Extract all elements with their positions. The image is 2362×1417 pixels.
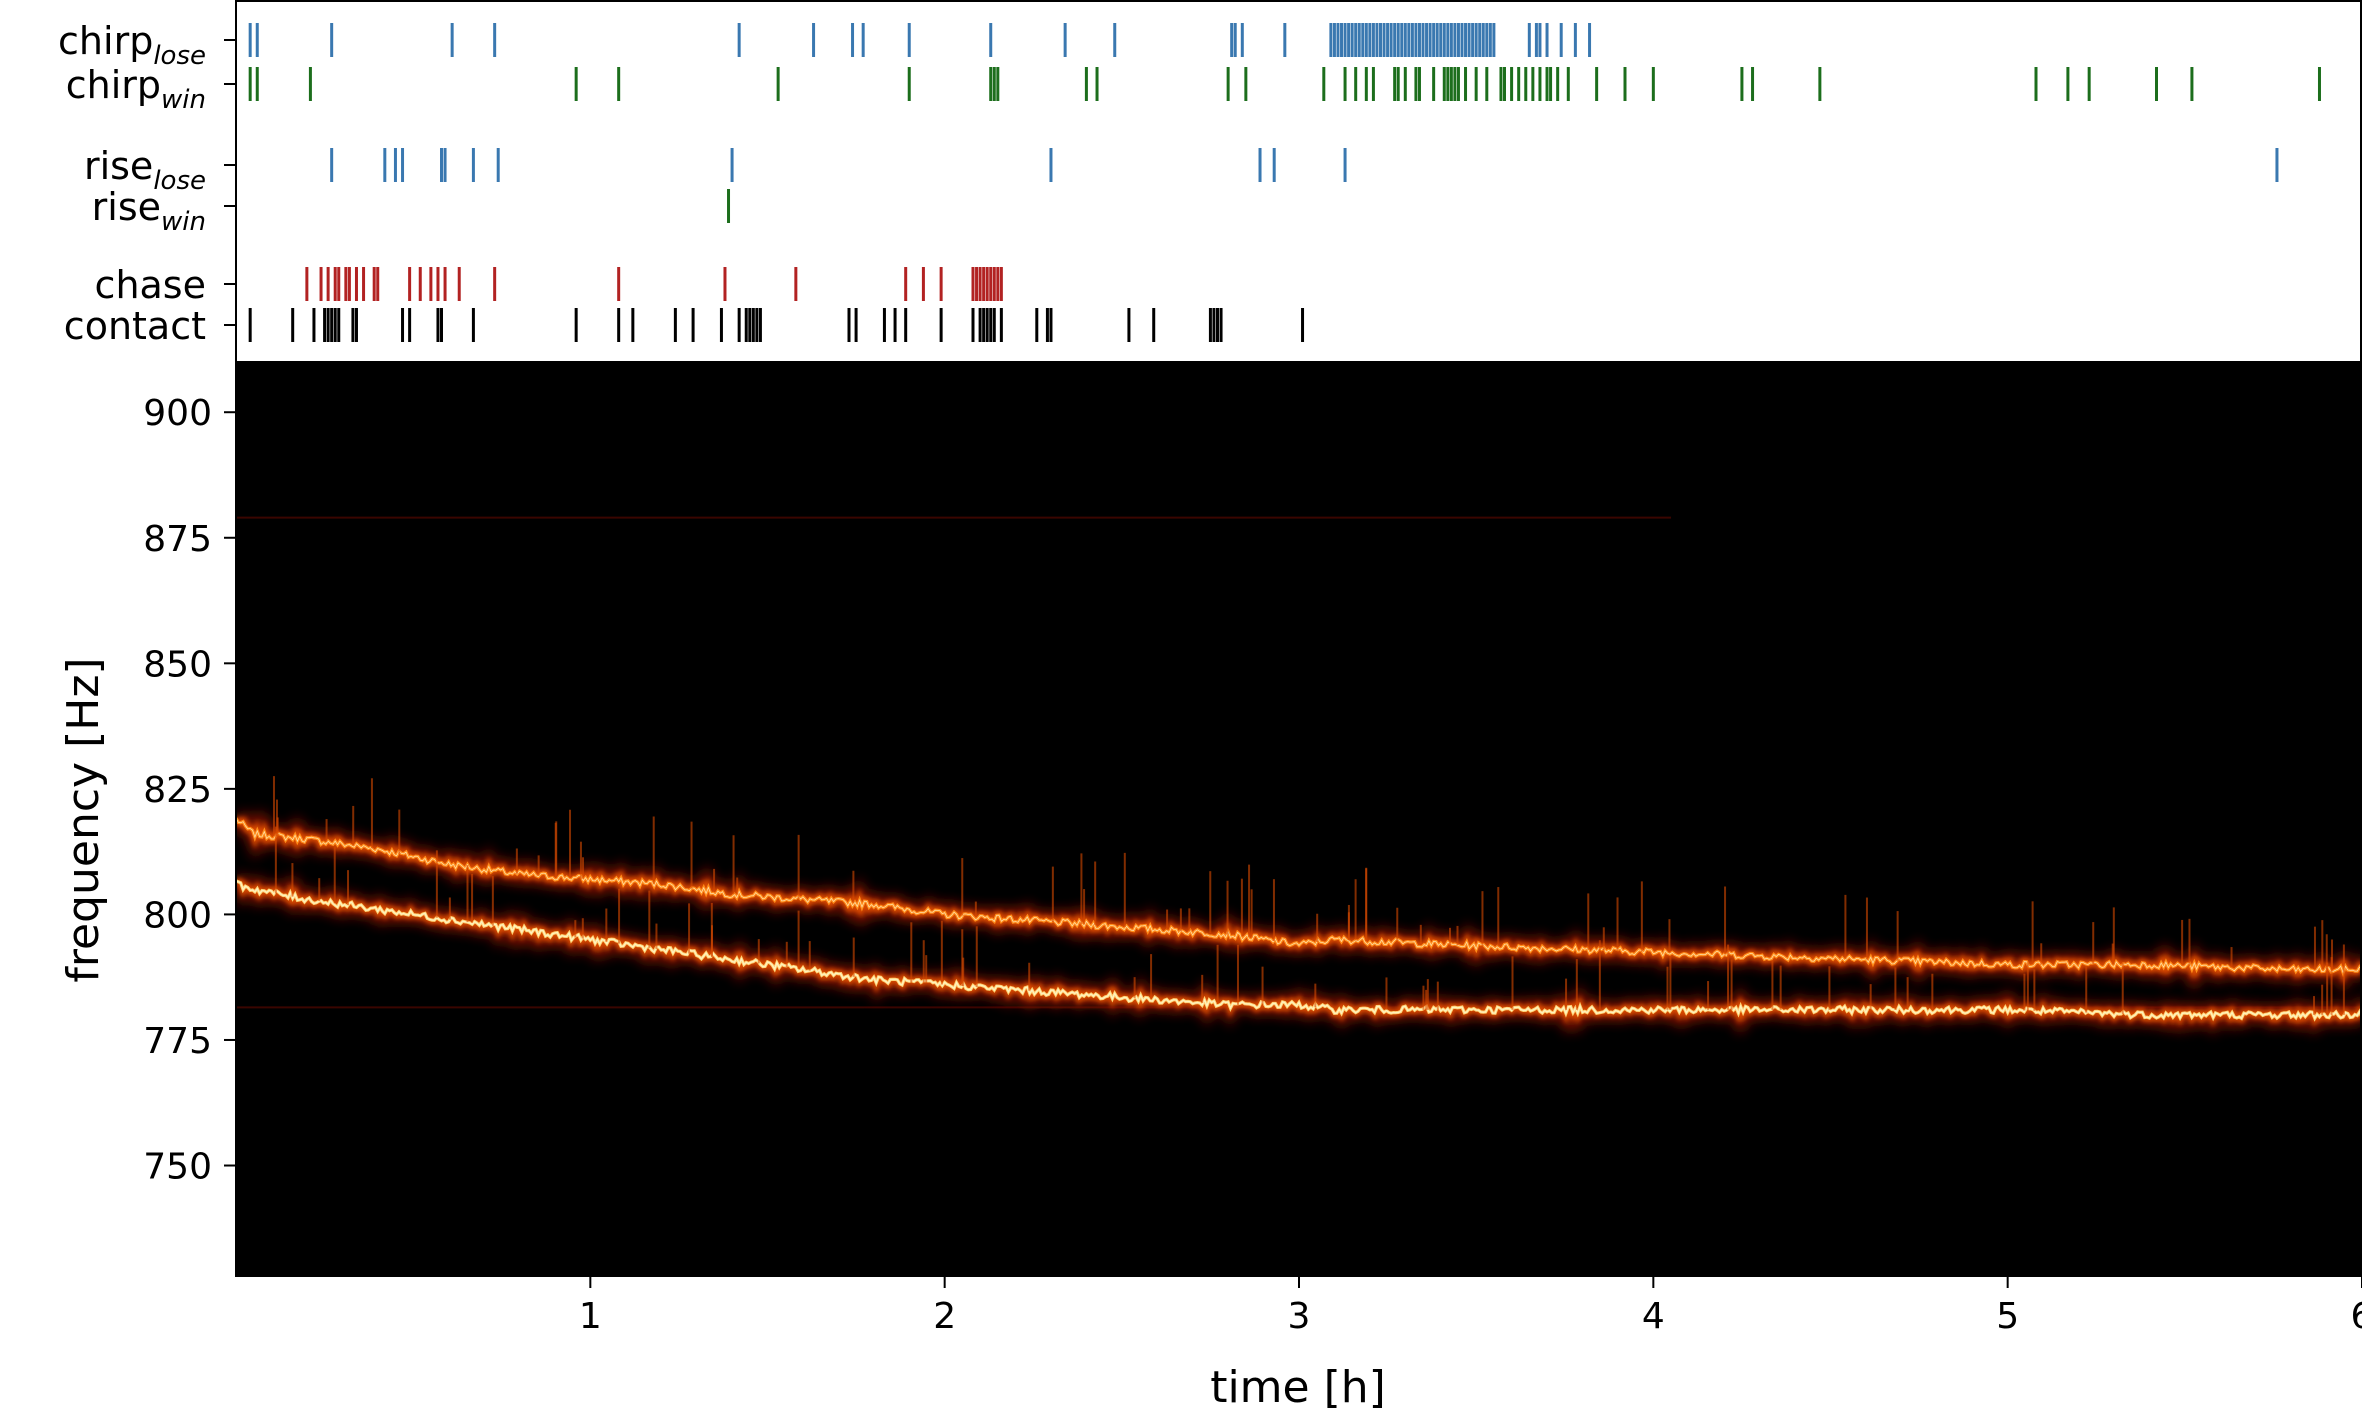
row-label-chase: chase — [95, 263, 206, 307]
spectrogram-traces — [236, 516, 2362, 1037]
y-tick-label: 900 — [143, 393, 212, 434]
row-label-chirp_lose: chirplose — [58, 19, 206, 71]
trace-highlight-1 — [236, 880, 2362, 1020]
x-tick-label: 6 — [2351, 1296, 2362, 1337]
y-axis-label: frequency [Hz] — [58, 657, 109, 982]
x-tick-label: 3 — [1288, 1296, 1311, 1337]
x-tick-label: 1 — [579, 1296, 602, 1337]
trace-highlight-0 — [236, 818, 2362, 974]
raster-frame — [235, 0, 2362, 363]
spectrogram-panel: 750 775 800 825 850 875 900 1 2 3 4 5 6 — [143, 361, 2362, 1337]
y-tick-label: 875 — [143, 519, 212, 560]
x-tick-label: 4 — [1642, 1296, 1665, 1337]
y-tick-label: 825 — [143, 770, 212, 811]
x-tick-label: 2 — [933, 1296, 956, 1337]
row-label-rise_win: risewin — [92, 185, 206, 237]
y-tick-label: 750 — [143, 1147, 212, 1188]
row-label-chirp_win: chirpwin — [66, 63, 206, 115]
y-tick-label: 850 — [143, 644, 212, 685]
y-tick-label: 775 — [143, 1021, 212, 1062]
row-label-rise_lose: riselose — [84, 144, 206, 196]
x-tick-label: 5 — [1996, 1296, 2019, 1337]
x-axis-label: time [h] — [1210, 1362, 1386, 1413]
row-label-contact: contact — [64, 304, 206, 348]
y-tick-label: 800 — [143, 895, 212, 936]
spectrogram-background — [236, 362, 2362, 1276]
